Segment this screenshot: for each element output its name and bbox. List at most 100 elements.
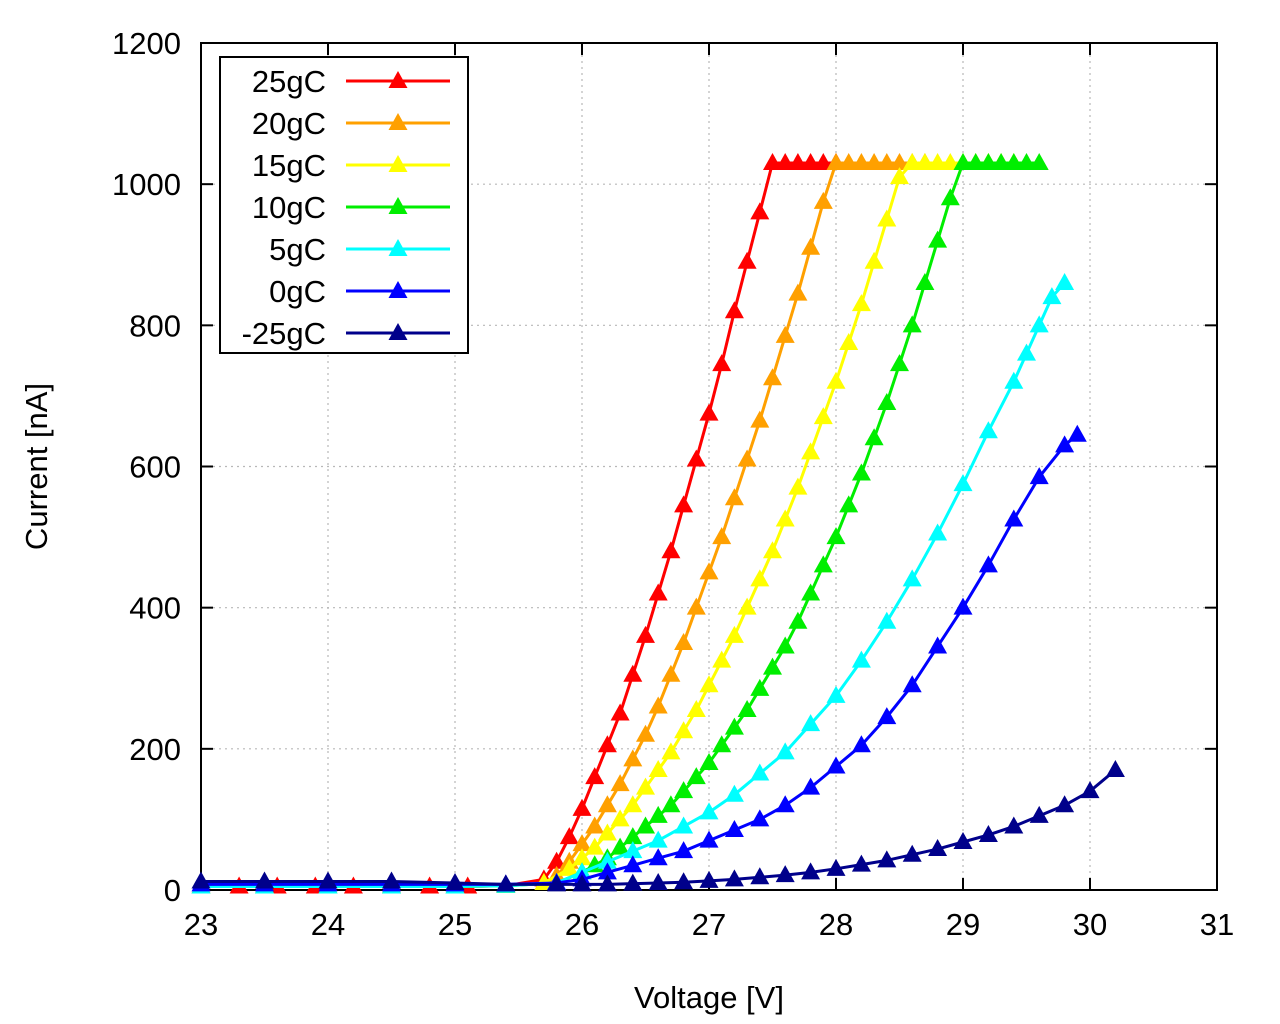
data-point [763, 657, 782, 675]
data-point [763, 368, 782, 386]
data-point [597, 874, 617, 892]
data-point [585, 767, 605, 785]
data-point [826, 527, 846, 545]
data-point [775, 865, 795, 883]
data-point [978, 824, 998, 842]
data-point [877, 392, 897, 410]
data-point [699, 403, 719, 421]
data-point [940, 152, 960, 170]
data-point [851, 294, 871, 312]
data-point [737, 700, 757, 718]
data-point [813, 407, 833, 425]
legend-marker [388, 197, 408, 214]
data-point [1029, 315, 1049, 333]
data-point [750, 809, 770, 827]
data-point [877, 611, 897, 629]
data-point [851, 650, 871, 668]
data-point [928, 839, 948, 857]
legend-item: 25gC [252, 64, 450, 99]
data-point [978, 152, 998, 170]
data-point [775, 509, 795, 527]
data-point [445, 872, 465, 890]
data-point [928, 230, 948, 248]
data-point [826, 152, 846, 170]
data-point [978, 421, 998, 439]
legend-label: 20gC [252, 106, 326, 141]
data-point [902, 844, 922, 862]
data-point [877, 209, 897, 227]
data-point [623, 855, 643, 873]
data-point [699, 830, 719, 848]
data-point [1055, 272, 1075, 290]
x-tick-label: 28 [819, 907, 853, 942]
data-point [801, 442, 821, 460]
data-point [597, 823, 617, 841]
data-point [674, 841, 694, 859]
data-point [750, 763, 770, 781]
data-point [1004, 816, 1024, 834]
data-point [661, 742, 681, 760]
data-point [877, 707, 897, 725]
data-point [826, 685, 846, 703]
data-point [877, 152, 897, 170]
legend-label: 15gC [252, 148, 326, 183]
data-point [648, 872, 668, 890]
data-point [547, 874, 567, 892]
data-point [1055, 435, 1075, 453]
data-point [1055, 795, 1075, 813]
data-point [1004, 371, 1024, 389]
data-point [636, 625, 655, 643]
data-point [1004, 152, 1024, 170]
data-point [559, 827, 579, 845]
data-point [788, 152, 808, 170]
data-point [750, 202, 770, 220]
data-point [763, 541, 782, 559]
x-tick-label: 25 [438, 907, 472, 942]
data-point [699, 675, 719, 693]
legend-marker [388, 281, 408, 298]
y-axis-title: Current [nA] [19, 383, 54, 550]
y-tick-label: 200 [129, 732, 181, 767]
data-point [851, 152, 871, 170]
data-point [496, 874, 516, 892]
data-point [661, 664, 681, 682]
data-point [826, 858, 846, 876]
data-point [813, 191, 833, 209]
data-point [686, 700, 706, 718]
data-point [826, 371, 846, 389]
data-point [623, 827, 643, 845]
data-point [699, 802, 719, 820]
data-point [915, 152, 935, 170]
legend-label: -25gC [242, 316, 326, 351]
data-point [978, 555, 998, 573]
data-point [648, 696, 668, 714]
legend-marker [388, 155, 408, 172]
data-point [610, 837, 630, 855]
data-point [636, 724, 655, 742]
data-point [928, 523, 948, 541]
data-point [636, 816, 655, 834]
legend-marker [388, 113, 408, 130]
series-group [191, 152, 1125, 894]
data-point [1080, 781, 1100, 799]
legend-label: 10gC [252, 190, 326, 225]
data-point [750, 867, 770, 885]
data-point [674, 721, 694, 739]
data-point [724, 784, 744, 802]
data-point [1067, 424, 1087, 442]
data-point [877, 850, 897, 868]
data-point [559, 858, 579, 876]
data-point [953, 152, 973, 170]
data-point [750, 678, 770, 696]
data-point [801, 237, 821, 255]
data-point [801, 583, 821, 601]
data-point [636, 777, 655, 795]
data-point [572, 874, 592, 892]
data-point [775, 636, 795, 654]
y-tick-label: 800 [129, 308, 181, 343]
data-point [724, 820, 744, 838]
data-point [1042, 287, 1062, 305]
data-point [788, 477, 808, 495]
data-point [597, 851, 617, 869]
